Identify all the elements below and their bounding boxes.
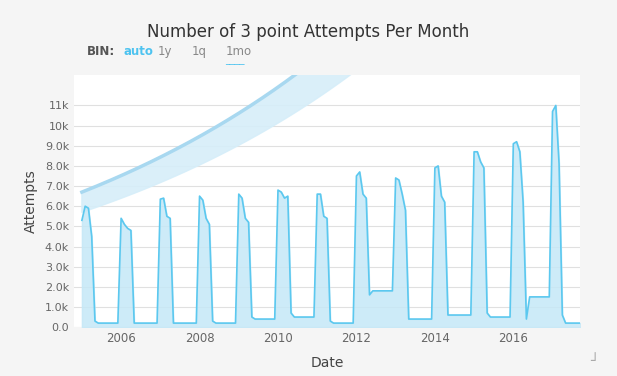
X-axis label: Date: Date [310,356,344,370]
Text: BIN:: BIN: [86,45,115,58]
Text: 1y: 1y [157,45,172,58]
Text: ┘: ┘ [590,355,598,368]
Text: 1q: 1q [191,45,206,58]
Y-axis label: Attempts: Attempts [24,169,38,233]
Text: Number of 3 point Attempts Per Month: Number of 3 point Attempts Per Month [147,23,470,41]
Text: auto: auto [123,45,153,58]
Text: ____: ____ [225,55,245,65]
Text: 1mo: 1mo [225,45,251,58]
